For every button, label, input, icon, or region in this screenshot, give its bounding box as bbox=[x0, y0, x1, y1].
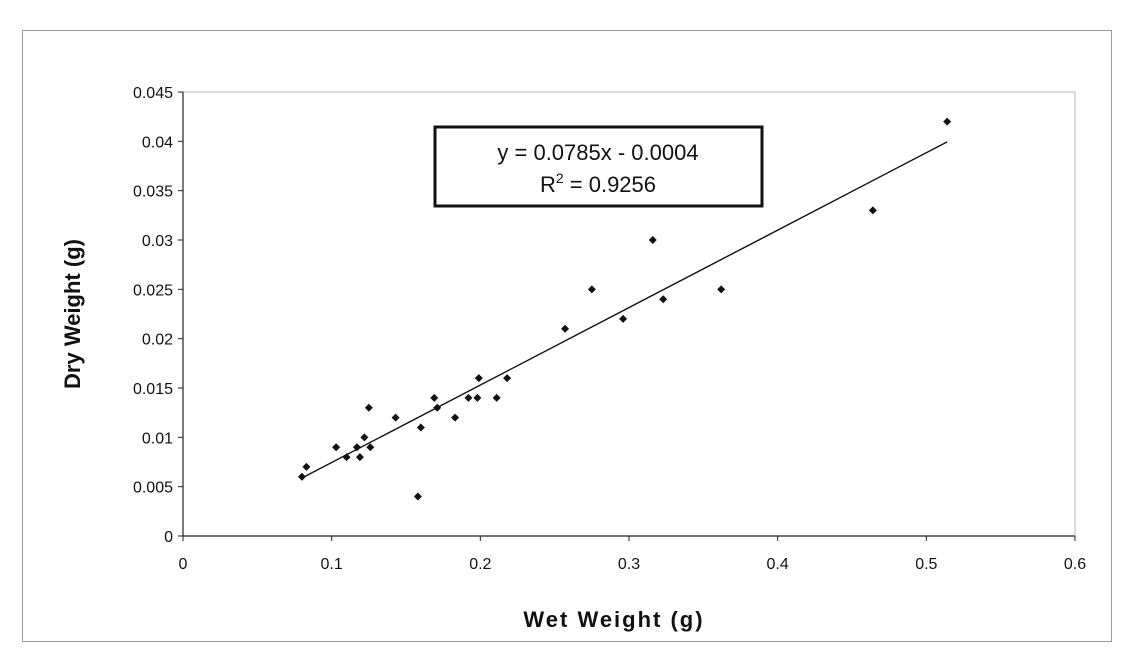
data-point bbox=[433, 403, 442, 412]
data-point bbox=[413, 492, 422, 501]
data-point bbox=[587, 285, 596, 294]
y-tick-label: 0 bbox=[164, 529, 173, 546]
r-squared-superscript: 2 bbox=[556, 170, 564, 186]
y-tick-label: 0.015 bbox=[133, 381, 173, 398]
x-tick-label: 0.1 bbox=[321, 556, 343, 573]
y-tick-label: 0.04 bbox=[142, 134, 173, 151]
x-ticks: 0 0.1 0.2 0.3 0.4 0.5 0.6 bbox=[179, 536, 1086, 573]
y-tick-label: 0.01 bbox=[142, 430, 173, 447]
r-squared-label: R bbox=[540, 172, 556, 197]
y-tick-label: 0.025 bbox=[133, 282, 173, 299]
data-point bbox=[868, 206, 877, 215]
y-tick-label: 0.005 bbox=[133, 480, 173, 497]
y-axis-title: Dry Weight (g) bbox=[60, 239, 85, 389]
data-point bbox=[366, 443, 375, 452]
data-point bbox=[364, 403, 373, 412]
x-axis-title: Wet Weight (g) bbox=[523, 607, 704, 632]
data-point bbox=[416, 423, 425, 432]
data-point bbox=[391, 413, 400, 422]
data-point bbox=[302, 462, 311, 471]
data-point bbox=[492, 393, 501, 402]
data-point bbox=[332, 443, 341, 452]
x-tick-label: 0.6 bbox=[1064, 556, 1086, 573]
data-point bbox=[430, 393, 439, 402]
y-tick-label: 0.02 bbox=[142, 332, 173, 349]
data-point bbox=[619, 314, 628, 323]
x-tick-label: 0.5 bbox=[915, 556, 937, 573]
data-point bbox=[342, 453, 351, 462]
data-point bbox=[473, 393, 482, 402]
r-squared-value: = 0.9256 bbox=[564, 172, 656, 197]
x-tick-label: 0.2 bbox=[469, 556, 491, 573]
data-point bbox=[503, 374, 512, 383]
y-ticks: 0 0.005 0.01 0.015 0.02 0.025 0.03 0.035 0.04 0.0… bbox=[133, 85, 183, 546]
x-tick-label: 0.3 bbox=[618, 556, 640, 573]
data-point bbox=[352, 443, 361, 452]
data-point bbox=[355, 453, 364, 462]
data-point bbox=[451, 413, 460, 422]
data-point bbox=[717, 285, 726, 294]
data-point bbox=[561, 324, 570, 333]
y-tick-label: 0.03 bbox=[142, 233, 173, 250]
data-points bbox=[297, 117, 952, 501]
data-point bbox=[474, 374, 483, 383]
y-tick-label: 0.045 bbox=[133, 85, 173, 102]
data-point bbox=[659, 295, 668, 304]
data-point bbox=[360, 433, 369, 442]
equation-text: y = 0.0785x - 0.0004 bbox=[497, 140, 698, 165]
data-point bbox=[943, 117, 952, 126]
equation-box: y = 0.0785x - 0.0004 R2 = 0.9256 bbox=[433, 125, 764, 208]
r-squared-text: R2 = 0.9256 bbox=[540, 170, 656, 197]
data-point bbox=[648, 236, 657, 244]
y-tick-label: 0.035 bbox=[133, 184, 173, 201]
trendline bbox=[301, 141, 948, 479]
x-tick-label: 0 bbox=[179, 556, 188, 573]
data-point bbox=[464, 393, 473, 402]
x-tick-label: 0.4 bbox=[767, 556, 789, 573]
data-point bbox=[297, 472, 306, 481]
